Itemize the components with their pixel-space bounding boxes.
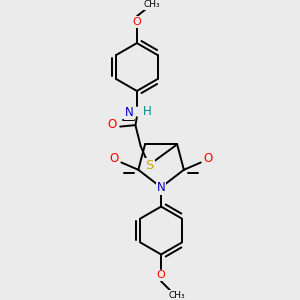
Text: N: N	[124, 106, 134, 119]
Text: O: O	[157, 271, 166, 281]
Text: CH₃: CH₃	[144, 0, 160, 9]
Text: O: O	[107, 118, 117, 131]
Text: S: S	[145, 159, 154, 172]
Text: N: N	[157, 181, 166, 194]
Text: O: O	[110, 152, 119, 166]
Text: CH₃: CH₃	[168, 291, 185, 300]
Text: O: O	[203, 152, 213, 166]
Text: H: H	[143, 106, 152, 118]
Text: O: O	[133, 17, 141, 27]
